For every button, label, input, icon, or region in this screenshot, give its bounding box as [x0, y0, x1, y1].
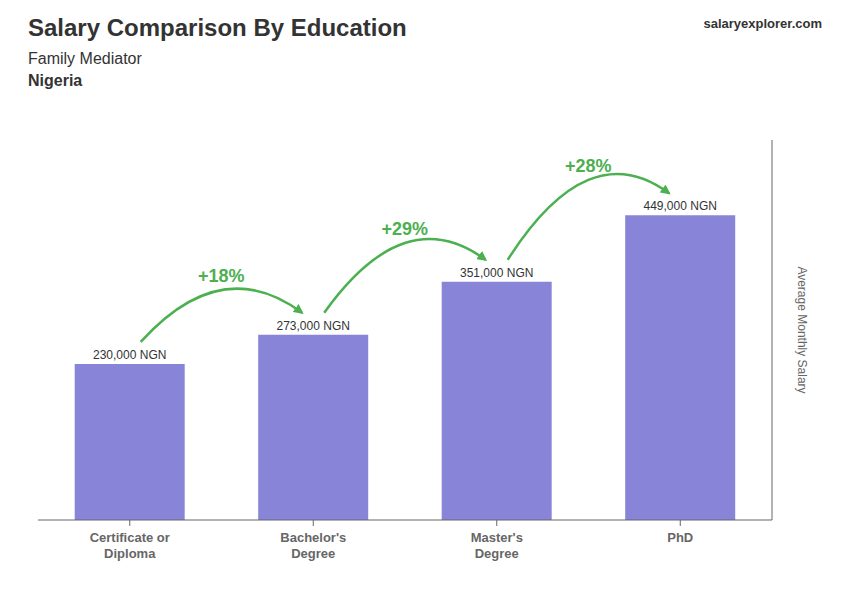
svg-text:449,000 NGN: 449,000 NGN — [644, 199, 717, 213]
html-text:salary explorer.com: salary explorer.com — [703, 16, 822, 31]
svg-text:Master'sDegree: Master'sDegree — [471, 530, 523, 561]
svg-text:273,000 NGN: 273,000 NGN — [277, 319, 350, 333]
svg-text:+29%: +29% — [382, 219, 429, 239]
svg-text:Bachelor'sDegree: Bachelor'sDegree — [280, 530, 346, 561]
svg-text:Certificate orDiploma: Certificate orDiploma — [90, 530, 170, 561]
svg-text:PhD: PhD — [667, 530, 693, 545]
svg-text:351,000 NGN: 351,000 NGN — [460, 266, 533, 280]
html-text:Family Mediator: Family Mediator — [28, 50, 142, 67]
svg-text:+28%: +28% — [565, 156, 612, 176]
svg-text:230,000 NGN: 230,000 NGN — [93, 348, 166, 362]
svg-text:+18%: +18% — [198, 266, 245, 286]
svg-text:Average Monthly Salary: Average Monthly Salary — [795, 266, 809, 393]
html-text:Nigeria: Nigeria — [28, 72, 83, 89]
html-text:Salary Comparison By Education: Salary Comparison By Education — [28, 14, 407, 41]
